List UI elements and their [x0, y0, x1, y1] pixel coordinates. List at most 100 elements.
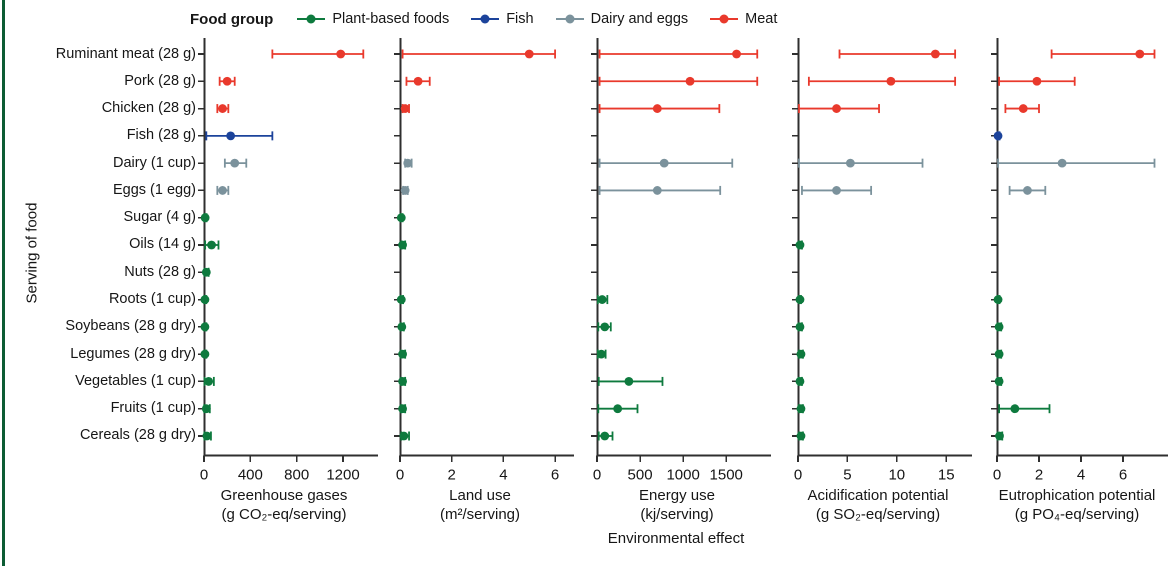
row-label-dairy-1-cup: Dairy (1 cup) [113, 154, 196, 171]
legend-item-meat: Meat [710, 11, 777, 27]
legend-item-label: Fish [506, 11, 534, 27]
legend: Food group Plant-based foods Fish Dairy an… [190, 8, 777, 30]
row-label-ruminant-meat-28-g: Ruminant meat (28 g) [55, 45, 196, 62]
data-point-ruminant-meat-28-g [271, 49, 365, 59]
x-tick-label: 0 [794, 467, 802, 484]
axis-title-line1: Acidification potential [807, 487, 949, 504]
x-tick-label: 0 [593, 467, 601, 484]
panel-land-use: 0 2 4 6 [394, 38, 574, 484]
data-point-oils-14-g [398, 240, 407, 250]
x-tick-label: 5 [843, 467, 851, 484]
row-label-fruits-1-cup: Fruits (1 cup) [110, 400, 196, 417]
legend-marker-icon [710, 14, 739, 24]
panel-eutrophication-potential: 0 2 4 6 [991, 38, 1168, 484]
legend-item-plant-based-foods: Plant-based foods [297, 11, 449, 27]
axis-title-greenhouse-gases: Greenhouse gases (g CO₂-eq/serving) [221, 486, 348, 524]
row-label-chicken-28-g: Chicken (28 g) [101, 100, 196, 117]
row-label-cereals-28-g-dry: Cereals (28 g dry) [79, 427, 196, 444]
data-point-pork-28-g [998, 76, 1076, 86]
x-tick-label: 2 [1035, 467, 1043, 484]
data-point-chicken-28-g [216, 104, 230, 114]
row-label-pork-28-g: Pork (28 g) [124, 72, 196, 89]
data-point-legumes-28-g-dry [200, 349, 210, 359]
data-point-eggs-1-egg [801, 185, 873, 195]
data-point-soybeans-28-g-dry [597, 322, 612, 332]
x-tick-label: 2 [448, 467, 456, 484]
x-tick-label: 15 [938, 467, 955, 484]
data-point-fish-28-g [205, 131, 274, 141]
row-label-vegetables-1-cup: Vegetables (1 cup) [75, 372, 196, 389]
data-point-pork-28-g [405, 76, 431, 86]
legend-marker-icon [471, 14, 500, 24]
panel-greenhouse-gases: 0 400 800 1200 [198, 38, 378, 484]
data-point-vegetables-1-cup [597, 376, 664, 386]
data-point-oils-14-g [795, 240, 805, 250]
data-point-dairy-1-cup [598, 158, 734, 168]
data-point-cereals-28-g-dry [995, 431, 1004, 441]
data-point-eggs-1-egg [1008, 185, 1047, 195]
x-tick-label: 4 [1077, 467, 1085, 484]
data-point-vegetables-1-cup [203, 376, 215, 386]
data-point-sugar-4-g [200, 213, 210, 223]
x-tick-label: 4 [499, 467, 507, 484]
row-label-oils-14-g: Oils (14 g) [129, 236, 196, 253]
x-tick-label: 0 [200, 467, 208, 484]
axis-title-unit: (g PO₄-eq/serving) [1014, 506, 1140, 523]
x-tick-label: 1200 [326, 467, 359, 484]
data-point-chicken-28-g [1004, 104, 1040, 114]
data-point-eggs-1-egg [598, 185, 722, 195]
data-point-fish-28-g [993, 131, 1003, 141]
legend-items: Plant-based foods Fish Dairy and eggs Meat [297, 11, 777, 27]
panel-acidification-potential: 0 5 10 15 [792, 38, 972, 484]
data-point-eggs-1-egg [216, 185, 230, 195]
row-label-fish-28-g: Fish (28 g) [126, 127, 196, 144]
row-label-sugar-4-g: Sugar (4 g) [123, 209, 196, 226]
data-point-legumes-28-g-dry [796, 349, 806, 359]
data-point-roots-1-cup [993, 295, 1003, 305]
x-tick-label: 500 [628, 467, 653, 484]
data-point-fruits-1-cup [796, 404, 806, 414]
x-tick-label: 800 [284, 467, 309, 484]
data-point-pork-28-g [807, 76, 957, 86]
data-point-vegetables-1-cup [994, 376, 1004, 386]
row-label-legumes-28-g-dry: Legumes (28 g dry) [70, 345, 196, 362]
data-point-chicken-28-g [400, 104, 410, 114]
axis-title-unit: (kj/serving) [640, 506, 714, 523]
data-point-roots-1-cup [596, 295, 609, 305]
y-axis-title: Serving of food [23, 202, 41, 304]
axis-title-line1: Greenhouse gases [220, 487, 348, 504]
data-point-fruits-1-cup [201, 404, 211, 414]
data-point-fruits-1-cup [398, 404, 407, 414]
axis-title-line1: Land use [449, 487, 511, 504]
data-point-roots-1-cup [795, 295, 805, 305]
data-point-cereals-28-g-dry [399, 431, 410, 441]
data-point-roots-1-cup [200, 295, 210, 305]
legend-item-label: Plant-based foods [332, 11, 450, 27]
axis-title-line1: Eutrophication potential [998, 487, 1156, 504]
data-point-soybeans-28-g-dry [200, 322, 210, 332]
data-point-eggs-1-egg [400, 185, 410, 195]
x-axis-title: Environmental effect [607, 530, 745, 547]
data-point-nuts-28-g [201, 267, 211, 277]
x-tick-label: 0 [993, 467, 1001, 484]
data-point-cereals-28-g-dry [597, 431, 614, 441]
axis-title-unit: (g SO₂-eq/serving) [815, 506, 941, 523]
data-point-fruits-1-cup [998, 404, 1051, 414]
x-tick-label: 6 [551, 467, 559, 484]
data-point-ruminant-meat-28-g [598, 49, 759, 59]
data-point-soybeans-28-g-dry [397, 322, 407, 332]
data-point-pork-28-g [218, 76, 236, 86]
axis-title-land-use: Land use (m²/serving) [440, 486, 520, 524]
legend-marker-icon [297, 14, 326, 24]
legend-marker-icon [555, 14, 584, 24]
panel-energy-use: 0 500 1000 1500 [591, 38, 771, 484]
data-point-legumes-28-g-dry [994, 349, 1004, 359]
x-tick-label: 1000 [666, 467, 699, 484]
row-label-eggs-1-egg: Eggs (1 egg) [112, 181, 196, 198]
data-point-pork-28-g [598, 76, 759, 86]
data-point-vegetables-1-cup [795, 376, 805, 386]
data-point-soybeans-28-g-dry [994, 322, 1004, 332]
data-point-dairy-1-cup [403, 158, 413, 168]
x-tick-label: 400 [238, 467, 263, 484]
data-point-dairy-1-cup [798, 158, 924, 168]
